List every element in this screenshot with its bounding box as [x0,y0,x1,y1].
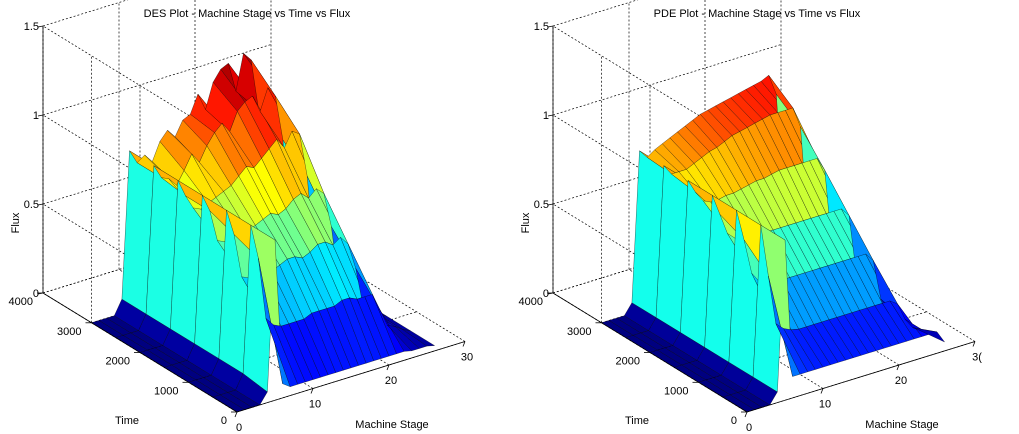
z-tick-label: 1.5 [24,21,39,33]
x-tick-mark [972,341,976,347]
y-tick-label: 3000 [57,326,81,338]
x-tick-mark [744,411,748,418]
z-tick-mark [547,25,554,28]
z-tick-label: 0.5 [24,199,39,211]
z-tick-mark [547,114,554,117]
x-axis-line [746,341,976,413]
z-tick-mark [37,25,44,28]
z-tick-label: 0.5 [534,199,549,211]
des-plot-title: DES Plot - Machine Stage vs Time vs Flux [144,8,351,20]
y-tick-label: 4000 [9,296,33,308]
y-tick-label: 2000 [616,356,640,368]
y-tick-label: 0 [221,415,227,427]
pde-plot-panel: PDE Plot - Machine Stage vs Time vs Flux… [510,0,1019,434]
x-tick-label: 30 [461,352,473,364]
x-axis-line [236,341,466,413]
surface-facet [402,329,436,347]
pde-z-axis-label: Flux [520,212,532,233]
y-tick-label: 0 [731,415,737,427]
y-tick-label: 4000 [519,296,543,308]
des-z-axis-label: Flux [10,212,22,233]
des-y-axis-label: Time [115,415,139,427]
x-tick-mark [310,388,314,394]
pde-plot-title: PDE Plot - Machine Stage vs Time vs Flux [654,8,861,20]
des-plot-panel: DES Plot - Machine Stage vs Time vs Flux… [0,0,509,434]
x-tick-mark [234,411,238,418]
x-tick-label: 0 [236,422,242,434]
z-tick-mark [37,114,44,117]
z-tick-mark [547,203,554,206]
z-tick-label: 1 [33,110,39,122]
x-tick-label: 20 [895,375,907,387]
x-tick-mark [462,341,466,347]
z-tick-mark [37,292,44,295]
surface-facet [912,327,945,343]
x-tick-label: 3( [972,352,982,364]
x-tick-label: 10 [819,399,831,411]
x-tick-mark [820,388,824,394]
x-tick-mark [896,364,900,371]
x-tick-label: 20 [385,375,397,387]
pde-surface-plot: PDE Plot - Machine Stage vs Time vs Flux… [519,0,982,434]
y-tick-label: 1000 [664,385,688,397]
z-tick-mark [37,203,44,206]
pde-x-axis-label: Machine Stage [865,419,938,431]
z-tick-label: 0 [543,288,549,300]
des-surface-plot: DES Plot - Machine Stage vs Time vs Flux… [9,0,473,434]
x-tick-label: 0 [746,422,752,434]
z-tick-label: 0 [33,288,39,300]
pde-y-axis-label: Time [625,415,649,427]
x-tick-label: 10 [309,399,321,411]
y-tick-label: 2000 [106,356,130,368]
z-tick-mark [547,292,554,295]
z-tick-label: 1 [543,110,549,122]
y-tick-label: 1000 [154,385,178,397]
x-tick-mark [386,364,390,371]
y-tick-label: 3000 [567,326,591,338]
z-tick-label: 1.5 [534,21,549,33]
des-x-axis-label: Machine Stage [355,419,428,431]
